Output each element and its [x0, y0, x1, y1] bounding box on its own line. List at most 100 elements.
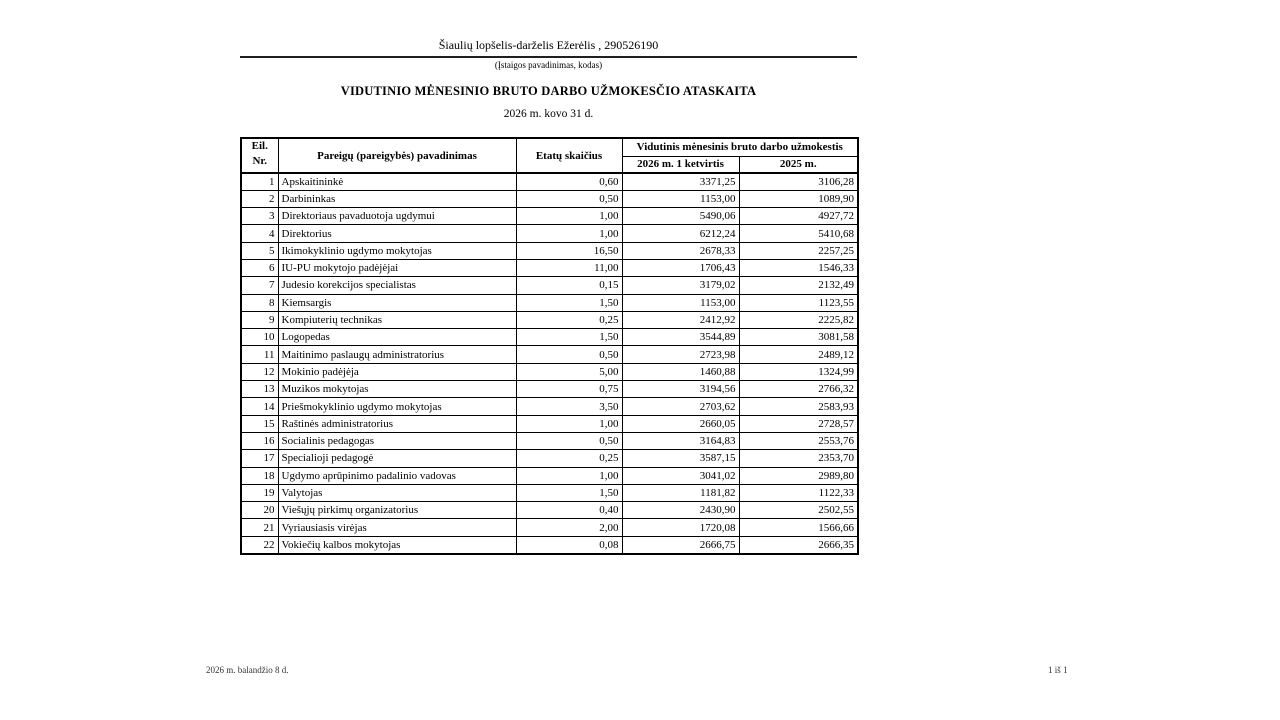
- column-header-salary-group: Vidutinis mėnesinis bruto darbo užmokest…: [621, 137, 859, 157]
- institution-name: Šiaulių lopšelis-darželis Ežerėlis , 290…: [240, 38, 857, 58]
- table-body: 1 Apskaitininkė 0,60 3371,25 3106,28 2 D…: [240, 172, 859, 555]
- table-row: 14 Priešmokyklinio ugdymo mokytojas 3,50…: [240, 397, 859, 416]
- row-number-cell: 9: [240, 310, 279, 330]
- row-q1-salary-cell: 1181,82: [621, 483, 740, 503]
- row-q1-salary-cell: 1153,00: [621, 189, 740, 209]
- row-prev-year-salary-cell: 2502,55: [738, 501, 859, 520]
- table-row: 13 Muzikos mokytojas 0,75 3194,56 2766,3…: [240, 380, 859, 399]
- row-q1-salary-cell: 3544,89: [621, 328, 740, 347]
- row-position-cell: Vokiečių kalbos mokytojas: [277, 535, 517, 555]
- table-header: Eil. Nr. Pareigų (pareigybės) pavadinimas…: [240, 137, 859, 174]
- row-fte-cell: 3,50: [515, 397, 623, 416]
- row-q1-salary-cell: 2660,05: [621, 414, 740, 433]
- row-fte-cell: 0,15: [515, 276, 623, 295]
- row-q1-salary-cell: 1706,43: [621, 258, 740, 278]
- column-header-fte: Etatų skaičius: [515, 137, 623, 174]
- row-position-cell: Raštinės administratorius: [277, 414, 517, 433]
- row-position-cell: Kiemsargis: [277, 293, 517, 312]
- row-position-cell: Viešųjų pirkimų organizatorius: [277, 501, 517, 520]
- table-row: 6 IU-PU mokytojo padėjėjai 11,00 1706,43…: [240, 258, 859, 278]
- row-q1-salary-cell: 3179,02: [621, 276, 740, 295]
- institution-caption: (Įstaigos pavadinimas, kodas): [494, 60, 603, 70]
- row-number-cell: 15: [240, 414, 279, 433]
- row-position-cell: Judesio korekcijos specialistas: [277, 276, 517, 295]
- row-number-cell: 21: [240, 518, 279, 537]
- row-q1-salary-cell: 3041,02: [621, 466, 740, 485]
- row-number-cell: 18: [240, 466, 279, 485]
- row-number-cell: 16: [240, 431, 279, 451]
- footer-page-indicator: 1 iš 1: [1048, 665, 1068, 675]
- table-row: 20 Viešųjų pirkimų organizatorius 0,40 2…: [240, 501, 859, 520]
- row-fte-cell: 0,40: [515, 501, 623, 520]
- row-number-cell: 11: [240, 345, 279, 364]
- row-position-cell: Darbininkas: [277, 189, 517, 209]
- table-row: 8 Kiemsargis 1,50 1153,00 1123,55: [240, 293, 859, 312]
- row-prev-year-salary-cell: 2989,80: [738, 466, 859, 485]
- column-header-nr-line1: Eil.: [251, 140, 268, 152]
- row-position-cell: Priešmokyklinio ugdymo mokytojas: [277, 397, 517, 416]
- row-number-cell: 19: [240, 483, 279, 503]
- row-prev-year-salary-cell: 2666,35: [738, 535, 859, 555]
- row-q1-salary-cell: 2703,62: [621, 397, 740, 416]
- row-q1-salary-cell: 6212,24: [621, 224, 740, 243]
- row-number-cell: 7: [240, 276, 279, 295]
- row-q1-salary-cell: 2723,98: [621, 345, 740, 364]
- table-row: 10 Logopedas 1,50 3544,89 3081,58: [240, 328, 859, 347]
- row-fte-cell: 0,25: [515, 310, 623, 330]
- table-row: 21 Vyriausiasis virėjas 2,00 1720,08 156…: [240, 518, 859, 537]
- row-position-cell: Direktoriaus pavaduotoja ugdymui: [277, 207, 517, 226]
- row-number-cell: 17: [240, 449, 279, 468]
- row-prev-year-salary-cell: 5410,68: [738, 224, 859, 243]
- document-header: Šiaulių lopšelis-darželis Ežerėlis , 290…: [240, 38, 857, 120]
- table-row: 2 Darbininkas 0,50 1153,00 1089,90: [240, 189, 859, 209]
- row-number-cell: 2: [240, 189, 279, 209]
- row-fte-cell: 16,50: [515, 241, 623, 260]
- row-prev-year-salary-cell: 2728,57: [738, 414, 859, 433]
- row-fte-cell: 1,00: [515, 466, 623, 485]
- column-header-position: Pareigų (pareigybės) pavadinimas: [277, 137, 517, 174]
- row-prev-year-salary-cell: 2353,70: [738, 449, 859, 468]
- table-row: 17 Specialioji pedagogė 0,25 3587,15 235…: [240, 449, 859, 468]
- row-number-cell: 6: [240, 258, 279, 278]
- table-row: 18 Ugdymo aprūpinimo padalinio vadovas 1…: [240, 466, 859, 485]
- row-fte-cell: 11,00: [515, 258, 623, 278]
- row-fte-cell: 0,75: [515, 380, 623, 399]
- row-position-cell: Maitinimo paslaugų administratorius: [277, 345, 517, 364]
- row-number-cell: 20: [240, 501, 279, 520]
- row-prev-year-salary-cell: 2225,82: [738, 310, 859, 330]
- row-position-cell: Specialioji pedagogė: [277, 449, 517, 468]
- table-row: 1 Apskaitininkė 0,60 3371,25 3106,28: [240, 172, 859, 191]
- row-prev-year-salary-cell: 1089,90: [738, 189, 859, 209]
- row-position-cell: Vyriausiasis virėjas: [277, 518, 517, 537]
- row-position-cell: Ugdymo aprūpinimo padalinio vadovas: [277, 466, 517, 485]
- row-fte-cell: 0,50: [515, 431, 623, 451]
- salary-report-table: Eil. Nr. Pareigų (pareigybės) pavadinimas…: [240, 137, 859, 555]
- row-q1-salary-cell: 3371,25: [621, 172, 740, 191]
- row-prev-year-salary-cell: 3106,28: [738, 172, 859, 191]
- row-number-cell: 8: [240, 293, 279, 312]
- row-q1-salary-cell: 1460,88: [621, 362, 740, 382]
- row-position-cell: Direktorius: [277, 224, 517, 243]
- row-prev-year-salary-cell: 2553,76: [738, 431, 859, 451]
- row-number-cell: 10: [240, 328, 279, 347]
- row-position-cell: Logopedas: [277, 328, 517, 347]
- row-position-cell: IU-PU mokytojo padėjėjai: [277, 258, 517, 278]
- row-q1-salary-cell: 1720,08: [621, 518, 740, 537]
- row-number-cell: 5: [240, 241, 279, 260]
- row-position-cell: Apskaitininkė: [277, 172, 517, 191]
- row-prev-year-salary-cell: 2132,49: [738, 276, 859, 295]
- row-number-cell: 12: [240, 362, 279, 382]
- row-q1-salary-cell: 3194,56: [621, 380, 740, 399]
- row-q1-salary-cell: 2666,75: [621, 535, 740, 555]
- table-row: 11 Maitinimo paslaugų administratorius 0…: [240, 345, 859, 364]
- table-row: 15 Raštinės administratorius 1,00 2660,0…: [240, 414, 859, 433]
- row-prev-year-salary-cell: 4927,72: [738, 207, 859, 226]
- report-title: VIDUTINIO MĖNESINIO BRUTO DARBO UŽMOKESČ…: [340, 84, 757, 98]
- row-q1-salary-cell: 3164,83: [621, 431, 740, 451]
- table-row: 16 Socialinis pedagogas 0,50 3164,83 255…: [240, 431, 859, 451]
- row-position-cell: Valytojas: [277, 483, 517, 503]
- table-row: 12 Mokinio padėjėja 5,00 1460,88 1324,99: [240, 362, 859, 382]
- table-row: 9 Kompiuterių technikas 0,25 2412,92 222…: [240, 310, 859, 330]
- row-position-cell: Muzikos mokytojas: [277, 380, 517, 399]
